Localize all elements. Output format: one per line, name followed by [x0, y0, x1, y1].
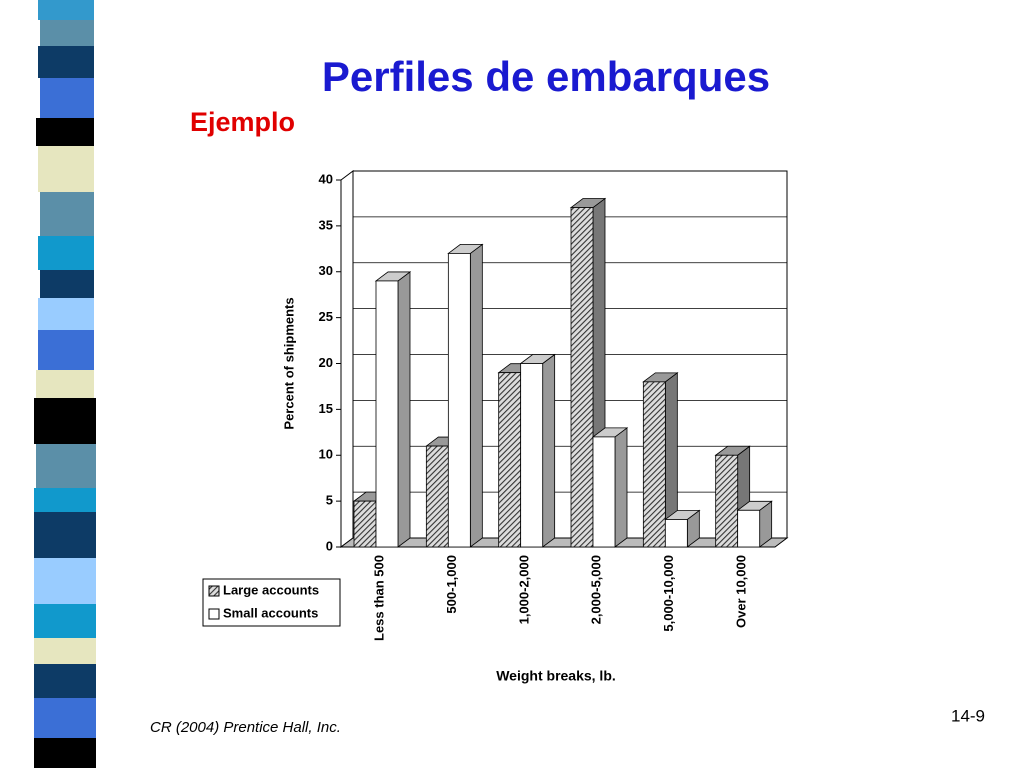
- y-tick-label: 10: [319, 447, 333, 462]
- legend-label: Large accounts: [223, 582, 319, 597]
- bar: [642, 381, 666, 548]
- bar: [425, 445, 449, 548]
- bar-side: [614, 427, 628, 548]
- y-axis-title: Percent of shipments: [281, 297, 296, 429]
- bar-side: [542, 353, 556, 548]
- y-tick-label: 35: [319, 217, 333, 232]
- bar-side: [397, 271, 411, 548]
- chart: 0 5 10 15 20 25 30 35 40 Less than 500 500-1,000 1,…: [202, 170, 789, 684]
- x-tick-label: 2,000-5,000: [589, 555, 604, 624]
- y-tick-label: 0: [326, 538, 333, 553]
- y-tick-label: 15: [319, 401, 333, 416]
- bar: [498, 372, 522, 548]
- x-tick-label: 1,000-2,000: [516, 555, 531, 624]
- page-number: 14-9: [951, 706, 985, 725]
- slide-subtitle: Ejemplo: [190, 107, 295, 137]
- bar: [447, 252, 471, 548]
- y-tick-label: 25: [319, 309, 333, 324]
- legend-box: [202, 578, 341, 627]
- legend-swatch: [208, 585, 220, 597]
- x-tick-label: 5,000-10,000: [661, 555, 676, 632]
- slide-title: Perfiles de embarques: [322, 53, 770, 100]
- bar: [715, 454, 739, 548]
- x-tick-label: 500-1,000: [444, 555, 459, 614]
- bar-side: [469, 243, 483, 548]
- bar: [570, 207, 594, 548]
- legend-swatch: [208, 608, 220, 620]
- x-tick-label: Less than 500: [372, 555, 387, 641]
- y-tick-label: 20: [319, 355, 333, 370]
- side-wall: [340, 170, 354, 548]
- y-tick-label: 40: [319, 171, 333, 186]
- decor-stripe: [34, 0, 96, 768]
- bar: [592, 436, 616, 548]
- y-tick-label: 5: [326, 493, 333, 508]
- bar: [353, 500, 377, 548]
- x-axis-title: Weight breaks, lb.: [496, 668, 616, 684]
- y-tick-label: 30: [319, 263, 333, 278]
- bar: [375, 280, 399, 548]
- bar: [520, 363, 544, 548]
- legend-label: Small accounts: [223, 605, 318, 620]
- footer: CR (2004) Prentice Hall, Inc.: [150, 719, 341, 736]
- bar: [737, 509, 761, 548]
- bar: [664, 519, 688, 548]
- x-tick-label: Over 10,000: [733, 555, 748, 628]
